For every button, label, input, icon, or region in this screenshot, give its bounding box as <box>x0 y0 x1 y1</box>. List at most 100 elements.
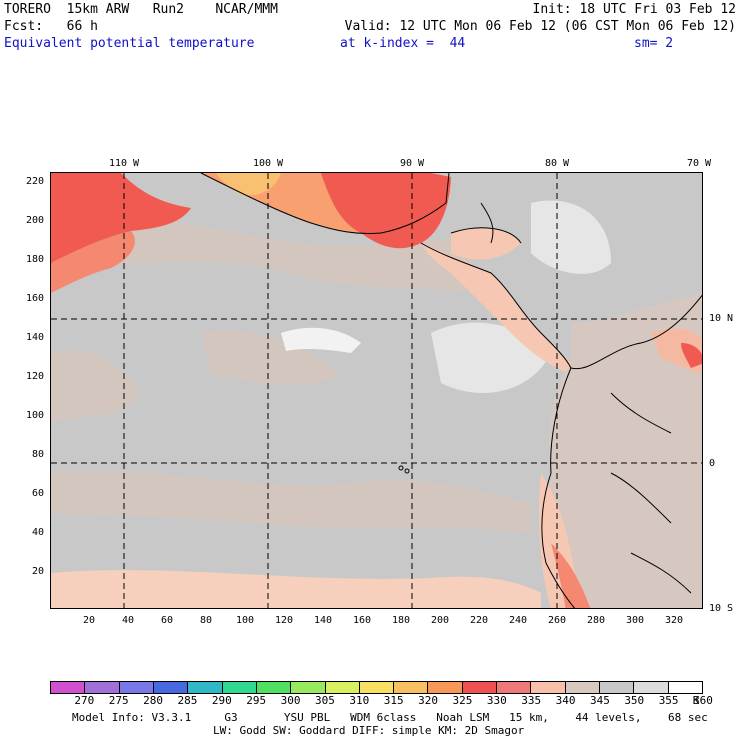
grid-y-label: 140 <box>25 332 44 343</box>
grid-y-label: 80 <box>31 449 44 460</box>
colorbar-label: 290 <box>211 694 232 707</box>
grid-y-label: 120 <box>25 371 44 382</box>
colorbar-swatch <box>291 682 326 693</box>
grid-y-label: 180 <box>25 254 44 265</box>
colorbar-swatch <box>222 682 257 693</box>
grid-x-label: 280 <box>586 615 606 626</box>
lon-label-90w: 90 W <box>399 158 425 169</box>
colorbar-swatch <box>119 682 154 693</box>
colorbar-label: 315 <box>383 694 404 707</box>
lon-label-80w: 80 W <box>544 158 570 169</box>
colorbar-swatch <box>531 682 566 693</box>
grid-y-label: 100 <box>25 410 44 421</box>
coastline-central-america <box>420 242 702 370</box>
field-band-345 <box>51 210 471 293</box>
grid-x-label: 200 <box>430 615 450 626</box>
colorbar-label: 335 <box>521 694 542 707</box>
field-band-340 <box>51 570 541 608</box>
colorbar-label: 340 <box>555 694 576 707</box>
lat-label-0: 0 <box>709 458 716 469</box>
colorbar <box>50 681 703 694</box>
grid-x-label: 300 <box>625 615 645 626</box>
island-galapagos <box>404 468 410 474</box>
field-patch-360 <box>281 327 361 353</box>
grid-y-label: 20 <box>31 566 44 577</box>
colorbar-label: 350 <box>624 694 645 707</box>
grid-x-label: 80 <box>199 615 213 626</box>
coastline-south-america <box>541 367 576 608</box>
colorbar-label: 280 <box>143 694 164 707</box>
field-hot-330 <box>321 173 451 249</box>
colorbar-swatch <box>256 682 292 693</box>
island-galapagos <box>398 465 404 471</box>
map-field-svg <box>51 173 702 608</box>
grid-y-label: 220 <box>25 176 44 187</box>
land-south-america <box>547 293 702 608</box>
lat-label-10s: 10 S <box>709 603 734 614</box>
lon-label-70w: 70 W <box>686 158 712 169</box>
colorbar-swatch <box>634 682 669 693</box>
colorbar-label: 310 <box>349 694 370 707</box>
coastline-mexico <box>200 173 450 234</box>
land-central-america <box>421 243 571 373</box>
grid-y-label: 60 <box>31 488 44 499</box>
colorbar-label: 345 <box>589 694 610 707</box>
colorbar-label: 320 <box>418 694 438 707</box>
grid-x-label: 180 <box>391 615 411 626</box>
lon-label-100w: 100 W <box>252 158 284 169</box>
grid-x-label: 100 <box>235 615 255 626</box>
colorbar-label: 305 <box>315 694 335 707</box>
grid-x-label: 220 <box>469 615 489 626</box>
grid-x-label: 40 <box>121 615 135 626</box>
forecast-hour: Fcst: 66 h <box>4 19 98 34</box>
model-title: TORERO 15km ARW Run2 NCAR/MMM <box>4 2 278 17</box>
colorbar-label: 295 <box>246 694 267 707</box>
colorbar-label: 325 <box>452 694 473 707</box>
smoothing-label: sm= 2 <box>634 36 674 51</box>
grid-x-label: 160 <box>352 615 372 626</box>
colorbar-label: 285 <box>177 694 198 707</box>
physics-info: LW: Godd SW: Goddard DIFF: simple KM: 2D… <box>213 724 525 737</box>
colorbar-swatch <box>85 682 120 693</box>
colorbar-label: 300 <box>280 694 301 707</box>
colorbar-swatch <box>497 682 532 693</box>
land-guatemala <box>451 227 521 260</box>
colorbar-swatch <box>565 682 600 693</box>
field-band-345 <box>201 330 341 385</box>
lat-label-10n: 10 N <box>709 313 734 324</box>
lat-lon-grid <box>51 173 702 608</box>
colorbar-swatch <box>394 682 429 693</box>
colorbar-swatch <box>462 682 498 693</box>
grid-x-label: 260 <box>547 615 567 626</box>
colorbar-swatch <box>51 682 86 693</box>
colorbar-label: 275 <box>108 694 129 707</box>
field-name: Equivalent potential temperature <box>4 36 255 51</box>
land-peru-warm <box>551 543 591 608</box>
colorbar-label: 330 <box>486 694 507 707</box>
colorbar-swatch <box>359 682 395 693</box>
grid-x-label: 140 <box>313 615 333 626</box>
colorbar-swatch <box>188 682 223 693</box>
field-patch-355 <box>531 200 611 274</box>
lon-label-110w: 110 W <box>108 158 140 169</box>
grid-x-label: 60 <box>160 615 174 626</box>
init-time: Init: 18 UTC Fri 03 Feb 12 <box>532 2 737 17</box>
colorbar-swatch <box>428 682 463 693</box>
colorbar-swatch <box>325 682 360 693</box>
valid-time: Valid: 12 UTC Mon 06 Feb 12 (06 CST Mon … <box>344 19 736 34</box>
grid-y-label: 200 <box>25 215 44 226</box>
colorbar-unit: K <box>692 694 700 707</box>
grid-y-label: 160 <box>25 293 44 304</box>
field-band-345 <box>51 350 141 423</box>
border-lines <box>450 202 522 244</box>
colorbar-label: 355 <box>658 694 679 707</box>
land-venezuela-hot <box>681 343 702 368</box>
colorbar-swatch <box>600 682 635 693</box>
field-warm-320 <box>216 173 281 196</box>
level-label: at k-index = 44 <box>340 36 466 51</box>
colorbar-label: 360 <box>693 694 713 707</box>
field-hot-330 <box>51 173 191 263</box>
grid-x-label: 320 <box>664 615 684 626</box>
grid-x-label: 120 <box>274 615 294 626</box>
grid-x-label: 240 <box>508 615 528 626</box>
